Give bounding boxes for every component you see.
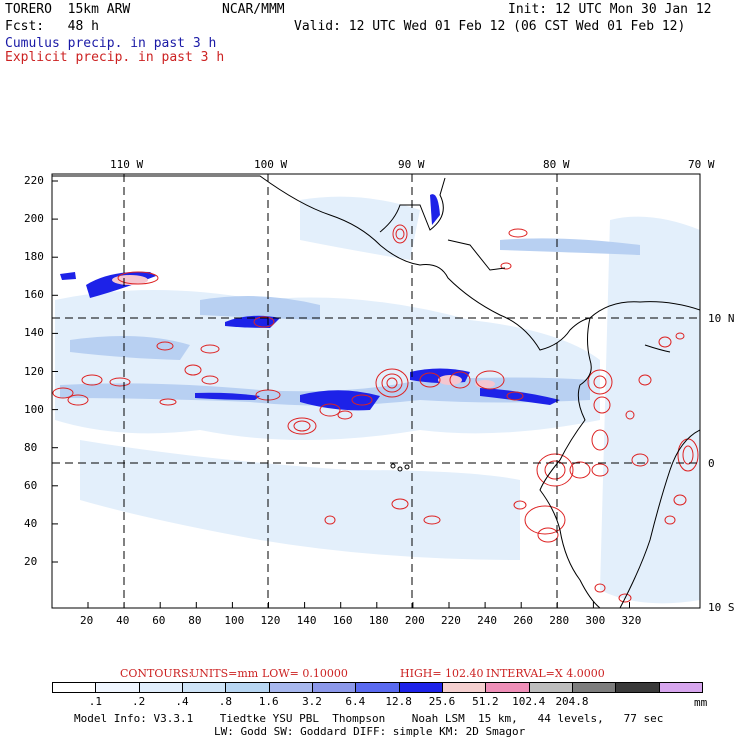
explicit-precip-contours [52, 224, 699, 603]
colorbar-swatch [398, 682, 443, 693]
colorbar-label: 3.2 [302, 695, 322, 708]
y-tick-label: 160 [24, 288, 44, 302]
contours-label: CONTOURS: [120, 667, 193, 680]
x-tick-label: 140 [296, 614, 317, 627]
valid-time: Valid: 12 UTC Wed 01 Feb 12 (06 CST Wed … [294, 19, 686, 34]
colorbar-label: 102.4 [512, 695, 546, 708]
x-tick-label: 100 [224, 614, 245, 627]
y-tick-label: 40 [24, 516, 38, 530]
colorbar-unit: mm [694, 696, 708, 709]
colorbar-swatch [658, 682, 703, 693]
x-tick-label: 40 [116, 614, 130, 627]
lat-lon-grid [52, 174, 700, 608]
lon-label-70w: 70 W [688, 158, 715, 171]
x-tick-label: 160 [332, 614, 353, 627]
x-tick-label: 60 [152, 614, 166, 627]
model-info: Model Info: V3.3.1 Tiedtke YSU PBL Thomp… [74, 712, 664, 725]
x-tick-label: 260 [513, 614, 534, 627]
colorbar-label: 12.8 [385, 695, 412, 708]
colorbar-swatch [312, 682, 357, 693]
y-tick-label: 220 [24, 174, 44, 187]
lon-label-90w: 90 W [398, 158, 425, 171]
x-tick-label: 320 [621, 614, 642, 627]
colorbar-swatch [615, 682, 660, 693]
center-title: NCAR/MMM [222, 2, 285, 17]
colorbar-swatch [572, 682, 617, 693]
lon-label-110w: 110 W [110, 158, 144, 171]
legend-cumulus: Cumulus precip. in past 3 h [5, 36, 217, 51]
map-frame [51, 173, 701, 609]
colorbar-label: 51.2 [472, 695, 499, 708]
axis-ticks [52, 180, 630, 608]
x-tick-label: 220 [441, 614, 461, 627]
colorbar-swatch [138, 682, 183, 693]
colorbar-label: 6.4 [345, 695, 366, 708]
contours-units: UNITS=mm [190, 667, 259, 680]
colorbar-swatch [268, 682, 313, 693]
colorbar-label: .8 [218, 695, 232, 708]
y-tick-label: 180 [24, 250, 44, 264]
coastlines [52, 175, 700, 608]
colorbar-label: 204.8 [555, 695, 589, 708]
y-tick-label: 60 [24, 478, 38, 492]
x-tick-label: 20 [80, 614, 94, 627]
y-tick-label: 80 [24, 440, 38, 454]
cumulus-precip-light [55, 196, 700, 604]
colorbar-label: .1 [88, 695, 102, 708]
lat-label-10n: 10 N [708, 312, 735, 325]
model-title: TORERO 15km ARW [5, 2, 131, 17]
colorbar-swatch [225, 682, 270, 693]
lon-label-80w: 80 W [543, 158, 570, 171]
colorbar-swatch [485, 682, 530, 693]
x-tick-label: 240 [477, 614, 497, 627]
y-tick-label: 20 [24, 555, 38, 568]
x-tick-label: 280 [549, 614, 570, 627]
x-tick-label: 80 [188, 614, 202, 627]
y-tick-label: 200 [24, 212, 44, 226]
y-tick-label: 100 [24, 402, 44, 416]
contours-low: LOW= 0.10000 [262, 667, 348, 680]
legend-explicit: Explicit precip. in past 3 h [5, 50, 225, 65]
contours-interval: INTERVAL=X 4.0000 [486, 667, 605, 680]
colorbar-swatch [355, 682, 400, 693]
y-tick-label: 120 [24, 364, 44, 378]
colorbar-label: 25.6 [428, 695, 456, 708]
forecast-hour: Fcst: 48 h [5, 19, 99, 34]
x-tick-label: 120 [260, 614, 281, 627]
colorbar-swatch [528, 682, 573, 693]
colorbar-label: .4 [175, 695, 189, 708]
lon-label-100w: 100 W [254, 158, 288, 171]
colorbar-label: 1.6 [258, 695, 279, 708]
contours-high: HIGH= 102.40 [400, 667, 484, 680]
physics-info: LW: Godd SW: Goddard DIFF: simple KM: 2D… [214, 725, 526, 738]
lat-label-10s: 10 S [708, 601, 735, 614]
colorbar-swatch [52, 682, 97, 693]
colorbar-swatch [95, 682, 140, 693]
colorbar-label: .2 [132, 695, 146, 708]
init-time: Init: 12 UTC Mon 30 Jan 12 [508, 2, 712, 17]
x-tick-label: 200 [404, 614, 425, 627]
x-tick-label: 300 [585, 614, 606, 627]
y-tick-label: 140 [24, 326, 44, 340]
colorbar-swatch [442, 682, 487, 693]
x-tick-label: 180 [368, 614, 389, 627]
lat-label-0: 0 [708, 457, 715, 470]
colorbar-swatch [182, 682, 227, 693]
